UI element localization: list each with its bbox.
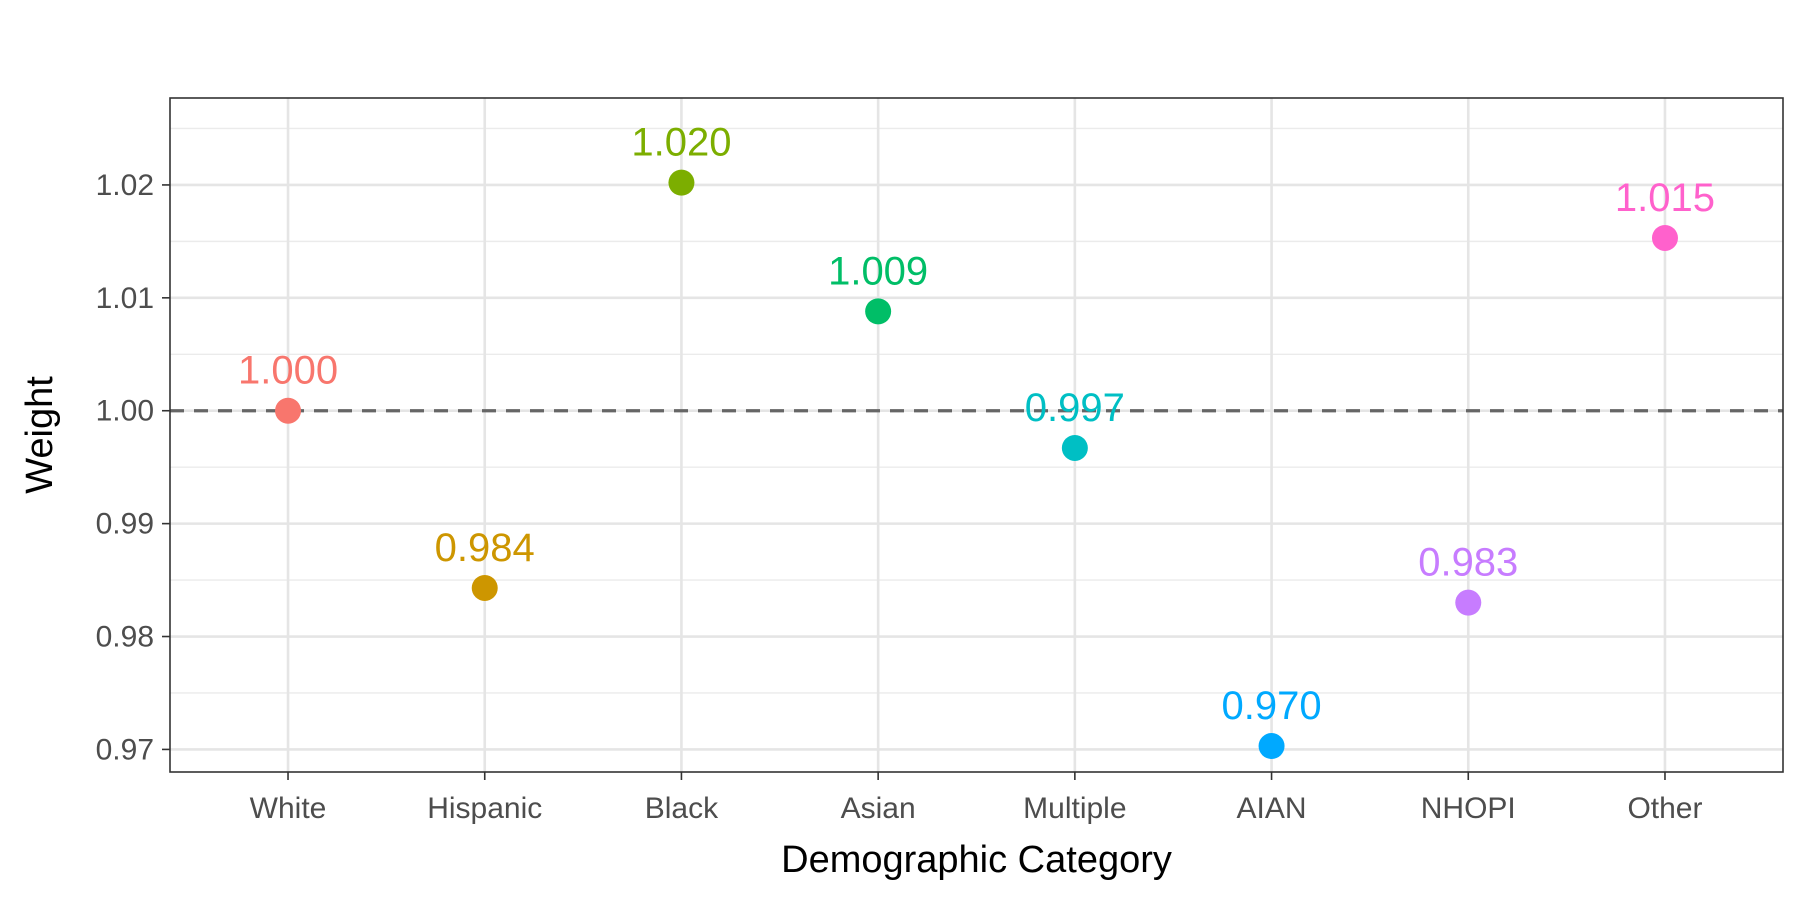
data-label-white: 1.000 bbox=[238, 349, 338, 393]
data-label-black: 1.020 bbox=[631, 121, 731, 165]
data-point-other bbox=[1651, 224, 1678, 251]
data-point-black bbox=[668, 169, 695, 196]
data-label-hispanic: 0.984 bbox=[435, 526, 535, 570]
y-tick-label: 0.99 bbox=[96, 508, 154, 541]
data-label-aian: 0.970 bbox=[1222, 684, 1322, 728]
data-point-multiple bbox=[1061, 434, 1088, 461]
data-point-hispanic bbox=[471, 574, 498, 601]
x-tick-label: AIAN bbox=[1237, 792, 1307, 825]
y-axis: 0.97 0.98 0.99 1.00 1.01 1.02 bbox=[96, 169, 170, 766]
data-point-nhopi bbox=[1455, 589, 1482, 616]
y-tick-label: 1.00 bbox=[96, 395, 154, 428]
x-tick-label: NHOPI bbox=[1421, 792, 1516, 825]
x-tick-label: Black bbox=[645, 792, 719, 825]
data-point-aian bbox=[1258, 733, 1285, 760]
x-tick-label: White bbox=[250, 792, 327, 825]
y-axis-title: Weight bbox=[19, 376, 61, 494]
x-tick-label: Hispanic bbox=[427, 792, 542, 825]
grid-lines bbox=[170, 98, 1783, 772]
data-labels: 1.000 0.984 1.020 1.009 0.997 0.970 0.983 1.015 bbox=[238, 121, 1715, 728]
data-points bbox=[275, 169, 1678, 760]
y-tick-label: 0.97 bbox=[96, 733, 154, 766]
panel-border bbox=[169, 97, 1784, 773]
data-label-multiple: 0.997 bbox=[1025, 386, 1125, 430]
data-label-other: 1.015 bbox=[1615, 176, 1715, 220]
x-tick-label: Other bbox=[1627, 792, 1702, 825]
y-tick-label: 1.01 bbox=[96, 282, 154, 315]
y-tick-label: 0.98 bbox=[96, 621, 154, 654]
data-label-nhopi: 0.983 bbox=[1418, 541, 1518, 585]
data-point-white bbox=[275, 397, 302, 424]
data-label-asian: 1.009 bbox=[828, 249, 928, 293]
y-tick-label: 1.02 bbox=[96, 169, 154, 202]
x-tick-label: Multiple bbox=[1023, 792, 1126, 825]
x-axis-title: Demographic Category bbox=[781, 839, 1172, 881]
x-axis: White Hispanic Black Asian Multiple AIAN NHOPI… bbox=[250, 772, 1702, 825]
x-tick-label: Asian bbox=[841, 792, 916, 825]
data-point-asian bbox=[865, 298, 892, 325]
